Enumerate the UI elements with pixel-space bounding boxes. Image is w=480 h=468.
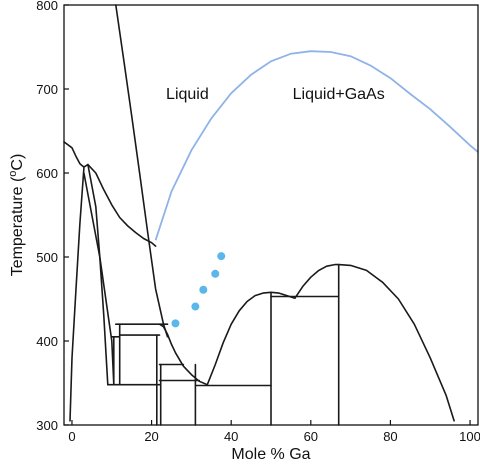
x-tick-label: 80: [383, 429, 397, 444]
y-tick-label: 700: [36, 82, 58, 97]
data-point: [171, 319, 180, 328]
series-liquidus_steep: [115, 4, 169, 338]
series-left_phase_right: [87, 163, 109, 386]
series-dome_right: [294, 263, 455, 422]
series-left_boundary: [63, 141, 89, 168]
y-axis-title: Temperature (oC): [7, 154, 26, 277]
x-tick-label: 60: [304, 429, 318, 444]
series-dome_center: [206, 291, 296, 386]
x-tick-label: 100: [459, 429, 480, 444]
y-tick-label: 600: [36, 166, 58, 181]
series-group: [63, 4, 479, 426]
data-point: [217, 252, 226, 261]
data-point: [191, 302, 200, 311]
series-upper_dome: [87, 163, 157, 247]
y-tick-label: 800: [36, 0, 58, 13]
y-axis-title-superscript: o: [7, 171, 19, 177]
series-liquidus_lower: [158, 323, 209, 386]
region-label-liquid: Liquid: [166, 86, 209, 103]
x-axis-title: Mole % Ga: [231, 446, 310, 463]
data-point: [199, 285, 208, 294]
x-tick-label: 40: [224, 429, 238, 444]
data-point: [211, 269, 220, 278]
y-tick-label: 400: [36, 334, 58, 349]
series-left_phase_inner: [83, 172, 115, 386]
plot-frame: [63, 4, 479, 426]
series-left_phase_left: [69, 167, 85, 422]
y-axis-title-prefix: Temperature (: [9, 176, 26, 276]
y-tick-label: 500: [36, 250, 58, 265]
y-axis-title-suffix: C): [9, 154, 26, 171]
series-gaas_liquidus: [154, 50, 479, 241]
tick-group: 0 20 40 60 80 100 300 400 500 600 700 800: [36, 0, 480, 444]
region-label-liquid-gaas: Liquid+GaAs: [293, 86, 385, 103]
x-tick-label: 20: [144, 429, 158, 444]
points-group: [171, 252, 226, 328]
x-tick-label: 0: [68, 429, 75, 444]
y-tick-label: 300: [36, 418, 58, 433]
